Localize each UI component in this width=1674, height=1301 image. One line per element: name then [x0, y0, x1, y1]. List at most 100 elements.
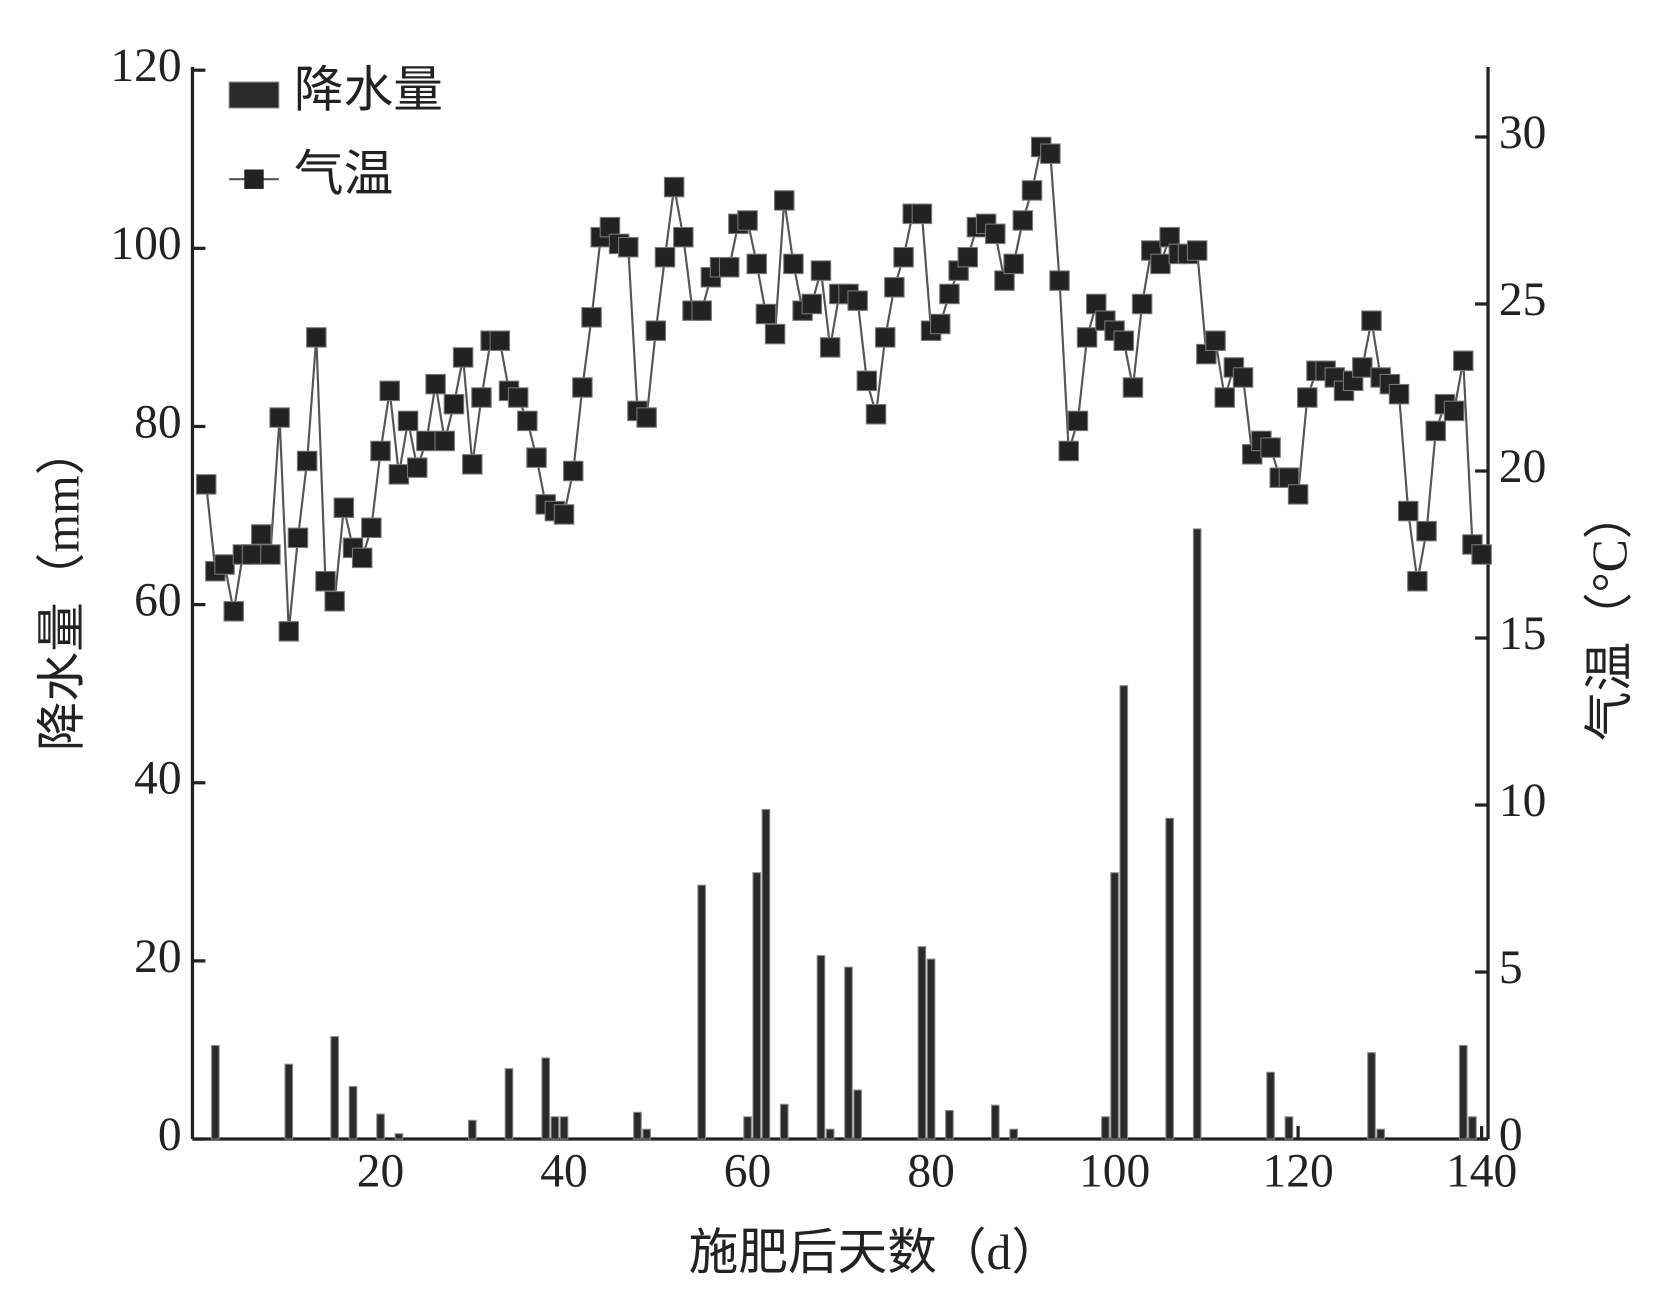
marker	[296, 450, 318, 472]
marker	[1232, 367, 1254, 388]
marker	[260, 544, 281, 565]
legend-swatch	[228, 81, 280, 109]
y-tick-label: 0	[158, 1109, 182, 1161]
y-tick-label: 60	[134, 575, 182, 627]
bar	[211, 1044, 220, 1140]
bar	[559, 1116, 569, 1140]
bar	[1110, 872, 1119, 1140]
marker	[1352, 357, 1373, 378]
marker	[1076, 327, 1098, 348]
marker	[581, 307, 602, 328]
marker	[361, 517, 382, 539]
marker	[553, 504, 575, 525]
bar	[284, 1063, 294, 1140]
bar	[853, 1089, 862, 1140]
marker	[1443, 400, 1465, 422]
bar	[1284, 1116, 1294, 1140]
bar	[1468, 1116, 1477, 1140]
marker	[691, 300, 712, 321]
marker	[764, 323, 786, 345]
marker	[1186, 240, 1208, 261]
marker	[1471, 544, 1492, 565]
x-tick-label: 40	[540, 1146, 588, 1198]
marker	[737, 210, 758, 231]
bar	[1119, 685, 1129, 1140]
legend-label: 气温	[294, 147, 393, 202]
bar	[743, 1116, 752, 1140]
marker	[810, 260, 832, 281]
marker	[517, 410, 538, 432]
bar	[394, 1133, 404, 1140]
y2-tick-label: 30	[1499, 107, 1547, 159]
bar	[1458, 1044, 1468, 1140]
bar	[825, 1128, 835, 1140]
bar	[1009, 1128, 1018, 1140]
bar	[844, 966, 853, 1140]
y2-axis-label: 气温（°C）	[1582, 490, 1637, 742]
marker	[774, 190, 795, 211]
bar	[1192, 528, 1202, 1140]
bar	[697, 884, 707, 1140]
bar	[541, 1057, 551, 1140]
marker	[1131, 293, 1153, 315]
marker	[1416, 520, 1437, 542]
legend-label: 降水量	[294, 62, 443, 117]
marker	[241, 544, 263, 565]
marker	[957, 246, 979, 268]
marker	[562, 460, 584, 482]
marker	[443, 393, 465, 415]
marker	[673, 226, 694, 248]
marker	[1049, 270, 1070, 291]
x-tick-label: 60	[724, 1146, 772, 1198]
marker	[874, 327, 896, 348]
marker	[572, 377, 593, 398]
y2-tick-label: 20	[1499, 441, 1547, 493]
bar	[550, 1116, 560, 1140]
marker	[462, 454, 483, 475]
marker	[434, 430, 456, 452]
marker	[1361, 310, 1382, 331]
bar	[1266, 1071, 1275, 1140]
marker	[718, 256, 740, 278]
marker	[884, 277, 905, 298]
marker	[416, 430, 437, 452]
bar	[917, 946, 927, 1140]
bar	[816, 955, 826, 1140]
marker	[507, 387, 529, 408]
y-tick-label: 120	[110, 40, 181, 92]
marker	[406, 457, 428, 478]
marker	[315, 570, 336, 592]
y-axis-label: 降水量（mm）	[35, 426, 90, 752]
marker	[755, 303, 777, 325]
marker	[746, 253, 767, 275]
marker	[1388, 383, 1410, 405]
marker	[214, 554, 235, 575]
y2-tick-label: 25	[1499, 274, 1547, 326]
marker	[856, 370, 878, 392]
marker	[1214, 387, 1235, 408]
bar	[376, 1113, 385, 1140]
y-tick-label: 20	[134, 931, 182, 983]
marker	[324, 591, 345, 612]
bar	[633, 1111, 642, 1140]
marker	[351, 547, 373, 569]
marker	[278, 621, 300, 642]
marker	[783, 253, 804, 275]
marker	[1040, 143, 1061, 164]
marker	[801, 293, 823, 315]
marker	[1067, 410, 1089, 432]
marker	[1012, 210, 1034, 231]
marker	[471, 387, 492, 408]
bar	[990, 1104, 1000, 1140]
x-tick-label: 120	[1262, 1146, 1333, 1198]
bar	[504, 1068, 514, 1140]
bar	[1367, 1052, 1376, 1140]
marker	[663, 176, 685, 198]
x-tick-label: 80	[907, 1146, 955, 1198]
bar	[761, 808, 771, 1140]
marker	[1205, 330, 1226, 351]
marker	[526, 447, 547, 468]
marker	[1425, 420, 1446, 442]
